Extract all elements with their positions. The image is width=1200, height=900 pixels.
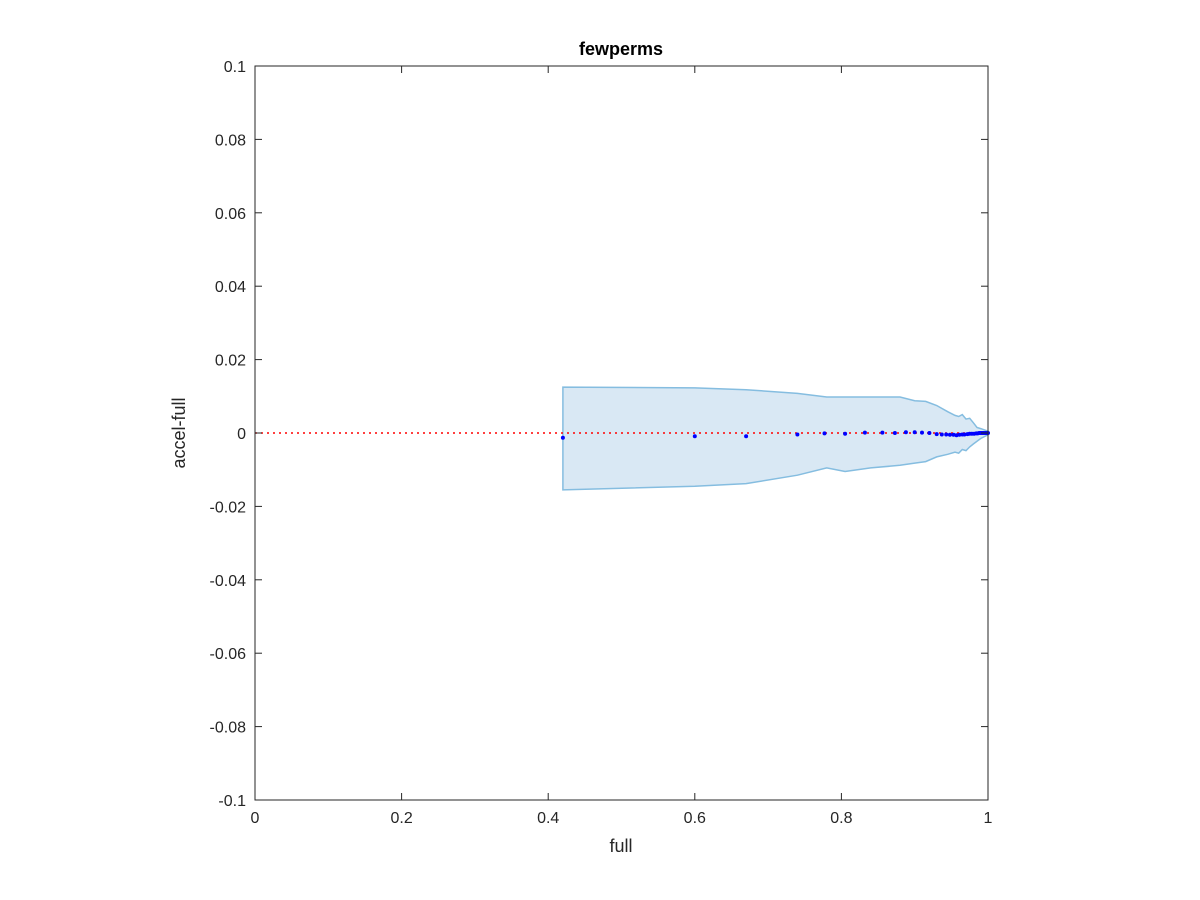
- data-point: [912, 430, 917, 435]
- data-point: [843, 431, 848, 436]
- x-axis-ticks: 0 0.2 0.4 0.6 0.8 1: [251, 66, 993, 827]
- data-point: [862, 430, 867, 435]
- data-point: [947, 432, 952, 437]
- data-point: [927, 431, 932, 435]
- data-point: [939, 432, 944, 437]
- data-point: [934, 432, 939, 437]
- y-tick-label: 0.08: [215, 132, 246, 149]
- data-point: [903, 430, 908, 435]
- data-point: [957, 432, 962, 437]
- data-point: [951, 432, 956, 437]
- data-point: [892, 431, 897, 435]
- plot-area: [255, 386, 990, 491]
- x-tick-label: 0.4: [537, 810, 559, 827]
- data-point: [744, 434, 749, 439]
- y-tick-label: 0.06: [215, 206, 246, 223]
- data-point: [692, 434, 697, 439]
- y-tick-label: 0.02: [215, 353, 246, 370]
- data-point: [560, 435, 565, 440]
- y-tick-label: -0.08: [210, 720, 247, 737]
- y-tick-label: -0.06: [210, 646, 247, 663]
- confidence-band: [562, 386, 989, 491]
- x-tick-label: 0.2: [390, 810, 412, 827]
- y-tick-label: -0.02: [210, 499, 247, 516]
- y-tick-label: 0.04: [215, 279, 246, 296]
- y-tick-label: -0.04: [210, 573, 247, 590]
- data-point: [795, 432, 800, 437]
- x-tick-label: 0: [251, 810, 260, 827]
- x-tick-label: 1: [984, 810, 993, 827]
- data-point: [962, 432, 967, 437]
- chart-title: fewperms: [579, 39, 663, 59]
- y-tick-label: 0.1: [224, 59, 246, 76]
- data-point: [880, 430, 885, 435]
- data-point: [822, 431, 827, 436]
- y-tick-label: 0: [237, 426, 246, 443]
- x-tick-label: 0.6: [684, 810, 706, 827]
- y-axis-label: accel-full: [169, 397, 189, 468]
- x-tick-label: 0.8: [830, 810, 852, 827]
- data-points: [560, 430, 990, 440]
- data-point: [944, 432, 949, 437]
- y-axis-ticks: 0.1 0.08 0.06 0.04 0.02 0 -0.02 -0.04 -0.06 -0.08…: [210, 59, 988, 810]
- x-axis-label: full: [609, 836, 632, 856]
- y-tick-label: -0.1: [218, 793, 246, 810]
- data-point: [920, 430, 924, 435]
